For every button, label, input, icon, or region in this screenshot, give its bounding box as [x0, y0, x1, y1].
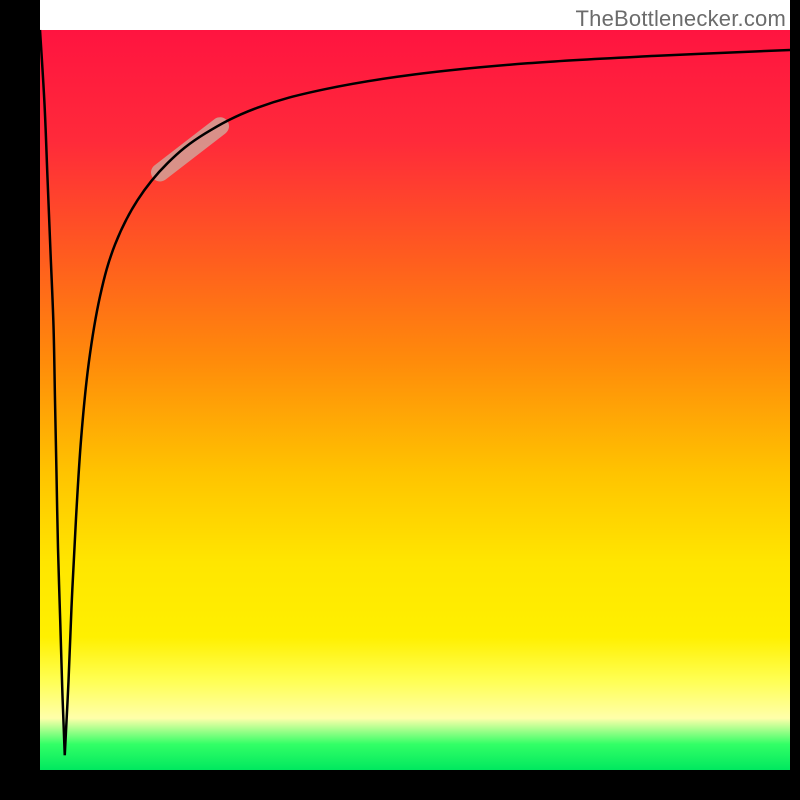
frame-bottom [0, 770, 800, 800]
chart-container: TheBottlenecker.com [0, 0, 800, 800]
watermark-text: TheBottlenecker.com [576, 6, 786, 32]
frame-left [0, 0, 40, 800]
chart-svg [0, 0, 800, 800]
frame-right [790, 0, 800, 800]
plot-background [40, 30, 790, 770]
